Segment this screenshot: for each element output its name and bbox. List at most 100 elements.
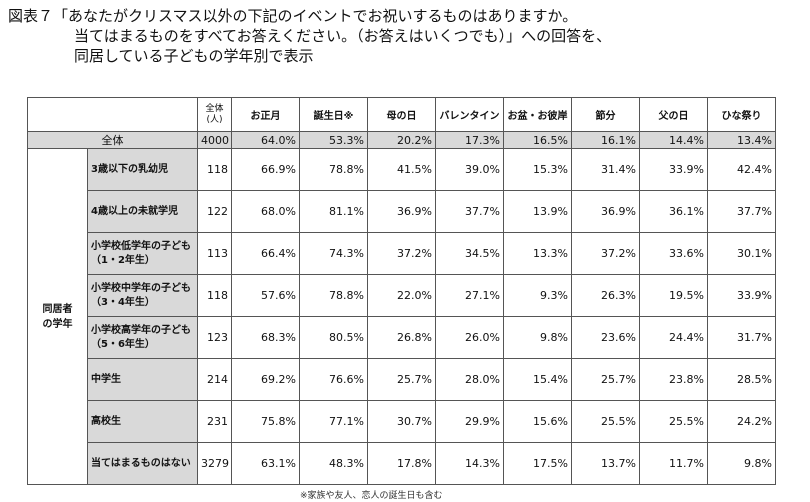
cell-value: 33.9% xyxy=(707,274,776,317)
cell-value: 25.7% xyxy=(367,358,436,401)
cell-value: 24.4% xyxy=(639,316,708,359)
cell-value: 66.4% xyxy=(231,232,300,275)
cell-value: 37.7% xyxy=(435,190,504,233)
title-line-2: 当てはまるものをすべてお答えください。（お答えはいくつでも）」への回答を、 xyxy=(74,27,612,45)
table-row: 当てはまるものはない 3279 63.1% 48.3% 17.8% 14.3% 17.5% 1… xyxy=(28,442,776,485)
row-n: 123 xyxy=(197,316,232,359)
cell-value: 19.5% xyxy=(639,274,708,317)
total-n: 4000 xyxy=(197,131,232,149)
row-n: 3279 xyxy=(197,442,232,485)
row-label: 3歳以下の乳幼児 xyxy=(87,148,198,191)
cell-value: 42.4% xyxy=(707,148,776,191)
figure-title: 図表７「あなたがクリスマス以外の下記のイベントでお祝いするものはありますか。 当… xyxy=(8,6,611,66)
header-col-5: 節分 xyxy=(571,97,640,132)
cell-value: 78.8% xyxy=(299,274,368,317)
cell-value: 26.0% xyxy=(435,316,504,359)
row-label: 高校生 xyxy=(87,400,198,443)
header-n: 全体 (人) xyxy=(197,97,232,132)
total-value: 20.2% xyxy=(367,131,436,149)
header-col-7: ひな祭り xyxy=(707,97,776,132)
cell-value: 13.3% xyxy=(503,232,572,275)
cell-value: 9.3% xyxy=(503,274,572,317)
cell-value: 30.7% xyxy=(367,400,436,443)
footnote: ※家族や友人、恋人の誕生日も含む xyxy=(300,491,443,501)
total-value: 16.5% xyxy=(503,131,572,149)
total-value: 14.4% xyxy=(639,131,708,149)
cell-value: 24.2% xyxy=(707,400,776,443)
cell-value: 23.6% xyxy=(571,316,640,359)
row-label: 4歳以上の未就学児 xyxy=(87,190,198,233)
cell-value: 57.6% xyxy=(231,274,300,317)
cell-value: 37.2% xyxy=(367,232,436,275)
cell-value: 36.9% xyxy=(571,190,640,233)
cell-value: 15.3% xyxy=(503,148,572,191)
cell-value: 25.5% xyxy=(639,400,708,443)
total-value: 13.4% xyxy=(707,131,776,149)
cell-value: 27.1% xyxy=(435,274,504,317)
cell-value: 28.0% xyxy=(435,358,504,401)
cell-value: 25.7% xyxy=(571,358,640,401)
results-table: 全体 (人) お正月 誕生日※ 母の日 バレンタイン お盆・お彼岸 節分 父の日 … xyxy=(27,97,776,485)
cell-value: 81.1% xyxy=(299,190,368,233)
cell-value: 69.2% xyxy=(231,358,300,401)
cell-value: 36.9% xyxy=(367,190,436,233)
cell-value: 13.7% xyxy=(571,442,640,485)
cell-value: 23.8% xyxy=(639,358,708,401)
cell-value: 33.6% xyxy=(639,232,708,275)
cell-value: 68.0% xyxy=(231,190,300,233)
table-body: 全体 4000 64.0% 53.3% 20.2% 17.3% 16.5% 16… xyxy=(27,131,776,485)
cell-value: 33.9% xyxy=(639,148,708,191)
header-row: 全体 (人) お正月 誕生日※ 母の日 バレンタイン お盆・お彼岸 節分 父の日 … xyxy=(27,97,776,132)
cell-value: 77.1% xyxy=(299,400,368,443)
cell-value: 15.6% xyxy=(503,400,572,443)
row-n: 214 xyxy=(197,358,232,401)
table-row: 同居者 の学年 3歳以下の乳幼児 118 66.9% 78.8% 41.5% 39.0% 15.… xyxy=(27,148,776,485)
cell-value: 66.9% xyxy=(231,148,300,191)
cell-value: 13.9% xyxy=(503,190,572,233)
header-col-3: バレンタイン xyxy=(435,97,504,132)
group-label: 同居者 の学年 xyxy=(27,148,88,485)
cell-value: 30.1% xyxy=(707,232,776,275)
cell-value: 31.7% xyxy=(707,316,776,359)
header-blank xyxy=(27,97,198,132)
table-row: 小学校低学年の子ども （1・2年生） 113 66.4% 74.3% 37.2% 34.5%… xyxy=(28,232,776,275)
row-label: 小学校中学年の子ども （3・4年生） xyxy=(87,274,198,317)
cell-value: 9.8% xyxy=(503,316,572,359)
cell-value: 78.8% xyxy=(299,148,368,191)
cell-value: 80.5% xyxy=(299,316,368,359)
cell-value: 11.7% xyxy=(639,442,708,485)
cell-value: 48.3% xyxy=(299,442,368,485)
table-row: 中学生 214 69.2% 76.6% 25.7% 28.0% 15.4% 25.7% 23.8… xyxy=(28,358,776,401)
cell-value: 37.2% xyxy=(571,232,640,275)
row-label: 小学校低学年の子ども （1・2年生） xyxy=(87,232,198,275)
cell-value: 26.3% xyxy=(571,274,640,317)
cell-value: 39.0% xyxy=(435,148,504,191)
row-label: 中学生 xyxy=(87,358,198,401)
cell-value: 9.8% xyxy=(707,442,776,485)
total-value: 53.3% xyxy=(299,131,368,149)
cell-value: 37.7% xyxy=(707,190,776,233)
row-n: 118 xyxy=(197,274,232,317)
cell-value: 76.6% xyxy=(299,358,368,401)
table-row: 小学校中学年の子ども （3・4年生） 118 57.6% 78.8% 22.0% 27.1%… xyxy=(28,274,776,317)
cell-value: 68.3% xyxy=(231,316,300,359)
cell-value: 31.4% xyxy=(571,148,640,191)
cell-value: 14.3% xyxy=(435,442,504,485)
header-col-6: 父の日 xyxy=(639,97,708,132)
cell-value: 63.1% xyxy=(231,442,300,485)
header-col-4: お盆・お彼岸 xyxy=(503,97,572,132)
cell-value: 15.4% xyxy=(503,358,572,401)
row-n: 118 xyxy=(197,148,232,191)
cell-value: 22.0% xyxy=(367,274,436,317)
cell-value: 74.3% xyxy=(299,232,368,275)
row-label: 小学校高学年の子ども （5・6年生） xyxy=(87,316,198,359)
cell-value: 28.5% xyxy=(707,358,776,401)
cell-value: 34.5% xyxy=(435,232,504,275)
cell-value: 17.8% xyxy=(367,442,436,485)
header-col-0: お正月 xyxy=(231,97,300,132)
total-label: 全体 xyxy=(27,131,198,149)
table-row: 高校生 231 75.8% 77.1% 30.7% 29.9% 15.6% 25.5% 25.5… xyxy=(28,400,776,443)
row-n: 231 xyxy=(197,400,232,443)
cell-value: 75.8% xyxy=(231,400,300,443)
cell-value: 29.9% xyxy=(435,400,504,443)
